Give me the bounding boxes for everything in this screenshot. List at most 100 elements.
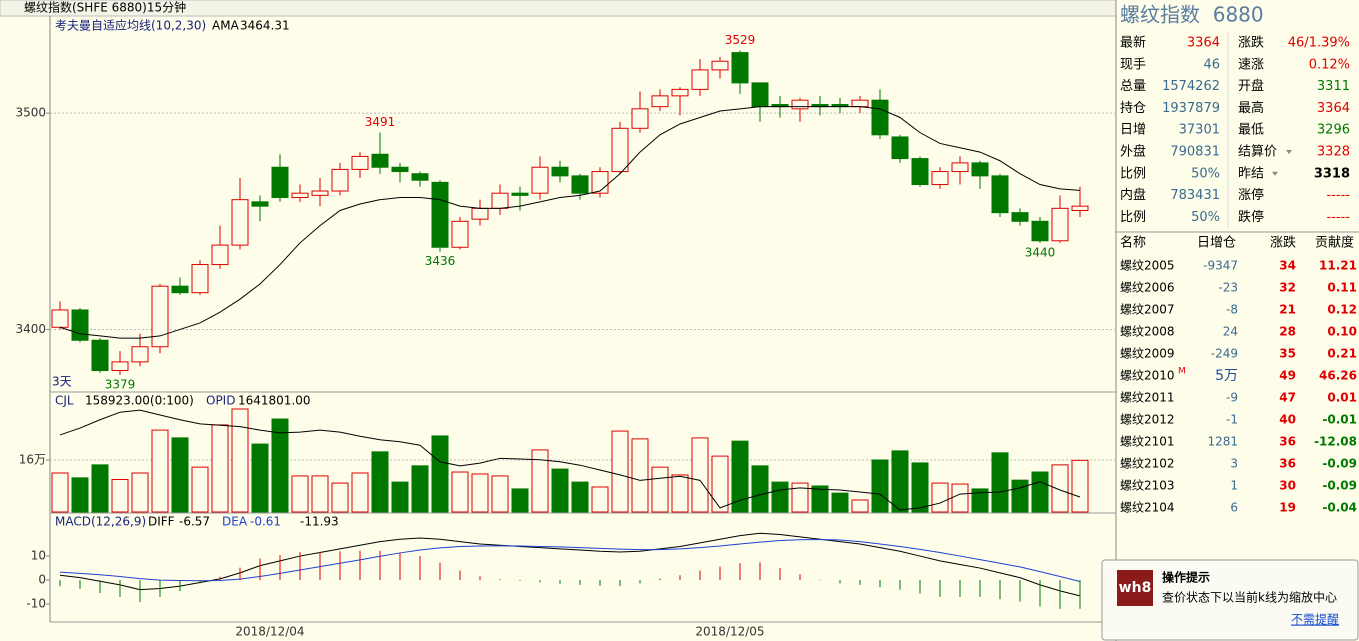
candle-body <box>1071 205 1089 211</box>
volume-bar <box>451 471 469 513</box>
volume-bar <box>371 451 389 513</box>
quote-label: 涨跌 <box>1238 35 1264 51</box>
table-cell: 24 <box>1223 325 1238 339</box>
volume-bar <box>951 483 969 513</box>
quote-value: 46 <box>1203 57 1220 72</box>
quote-value: ----- <box>1327 210 1351 225</box>
indicator-title: 考夫曼自适应均线(10,2,30) <box>55 18 206 33</box>
candle-body <box>51 309 69 328</box>
y-tick-label: -10 <box>26 597 46 611</box>
quote-label: 比例 <box>1120 210 1146 225</box>
table-cell: -0.04 <box>1322 501 1357 515</box>
quote-label: 持仓 <box>1120 101 1146 116</box>
legend-name: OPID <box>206 394 235 408</box>
candle-body <box>111 361 129 372</box>
candle-body <box>911 158 929 186</box>
tip-title: 操作提示 <box>1162 570 1210 585</box>
extreme-label: 3491 <box>365 115 396 129</box>
volume-bar <box>791 482 809 513</box>
volume-bar <box>731 440 749 513</box>
candle-body <box>711 60 729 71</box>
legend-name: DIFF <box>148 515 175 529</box>
table-cell: -1 <box>1226 413 1238 427</box>
volume-bar <box>271 418 289 513</box>
table-cell: 6 <box>1230 501 1238 515</box>
candle-body <box>1051 207 1069 242</box>
period-label: 3天 <box>52 375 72 389</box>
quote-label: 最低 <box>1238 123 1264 138</box>
table-cell: -0.01 <box>1322 413 1357 427</box>
table-cell: 28 <box>1279 325 1296 339</box>
volume-bar <box>131 472 149 513</box>
x-tick-label: 2018/12/04 <box>235 625 304 639</box>
table-cell: 21 <box>1279 303 1296 317</box>
volume-bar <box>851 499 869 513</box>
quote-value: 0.12% <box>1309 57 1350 72</box>
quote-value: 3311 <box>1317 79 1350 94</box>
window-title: 螺纹指数(SHFE 6880)15分钟 <box>24 0 186 15</box>
table-header: 贡献度 <box>1315 235 1354 251</box>
quote-value: 3328 <box>1317 145 1350 160</box>
candle-body <box>511 192 529 196</box>
table-cell: 11.21 <box>1319 259 1357 273</box>
volume-bar <box>251 443 269 513</box>
quote-value: 3364 <box>1317 101 1350 116</box>
table-cell: 36 <box>1279 457 1296 471</box>
table-cell: 36 <box>1279 435 1296 449</box>
volume-bar <box>331 482 349 513</box>
candle-body <box>271 166 289 199</box>
volume-bar <box>811 485 829 513</box>
logo <box>1117 570 1153 606</box>
volume-bar <box>571 481 589 513</box>
volume-bar <box>191 466 209 513</box>
volume-bar <box>551 468 569 513</box>
quote-value: 3296 <box>1317 123 1350 138</box>
table-cell: 35 <box>1279 347 1296 361</box>
tip-dismiss[interactable]: 不需提醒 <box>1291 612 1339 627</box>
candle-body <box>491 192 509 209</box>
candle-body <box>471 207 489 220</box>
candle-body <box>991 175 1009 214</box>
volume-bar <box>891 450 909 513</box>
volume-bar <box>1071 459 1089 513</box>
extreme-label: 3379 <box>105 377 136 391</box>
table-cell: 螺纹2101 <box>1120 435 1175 449</box>
table-cell: 0.21 <box>1327 347 1357 361</box>
candle-body <box>671 88 689 97</box>
candle-body <box>91 339 109 372</box>
table-cell: 47 <box>1279 391 1296 405</box>
legend-value: -11.93 <box>300 515 339 529</box>
quote-label: 结算价 <box>1238 145 1277 160</box>
table-cell: 1281 <box>1207 435 1238 449</box>
table-cell: -0.09 <box>1322 479 1357 493</box>
quote-label: 跌停 <box>1238 209 1264 225</box>
candle-body <box>631 108 649 129</box>
candle-body <box>391 166 409 173</box>
volume-bar <box>971 488 989 513</box>
table-cell: 螺纹2005 <box>1120 259 1175 273</box>
quote-value: 50% <box>1191 210 1220 225</box>
candle-body <box>291 192 309 199</box>
table-header: 日增仓 <box>1197 236 1236 251</box>
volume-bar <box>611 430 629 513</box>
table-cell: 螺纹2011 <box>1120 391 1175 405</box>
dropdown-arrow[interactable] <box>1286 150 1292 154</box>
dropdown-arrow[interactable] <box>1272 171 1278 176</box>
y-tick-label: 3500 <box>15 106 46 120</box>
table-cell: -12.08 <box>1314 435 1357 449</box>
volume-bar <box>691 437 709 513</box>
table-header: 涨跌 <box>1270 235 1296 251</box>
volume-bar <box>751 465 769 513</box>
legend-name: DEA <box>222 515 248 529</box>
table-cell: 40 <box>1279 413 1296 427</box>
volume-bar <box>431 435 449 513</box>
legend-value: -6.57 <box>179 515 210 529</box>
table-cell: -9347 <box>1203 259 1238 273</box>
volume-bar <box>1031 471 1049 513</box>
candle-body <box>131 346 149 363</box>
quote-value: 3318 <box>1314 166 1350 181</box>
table-cell: 螺纹2009 <box>1120 347 1175 361</box>
quote-label: 最高 <box>1238 100 1264 116</box>
quote-value: 37301 <box>1179 123 1220 138</box>
